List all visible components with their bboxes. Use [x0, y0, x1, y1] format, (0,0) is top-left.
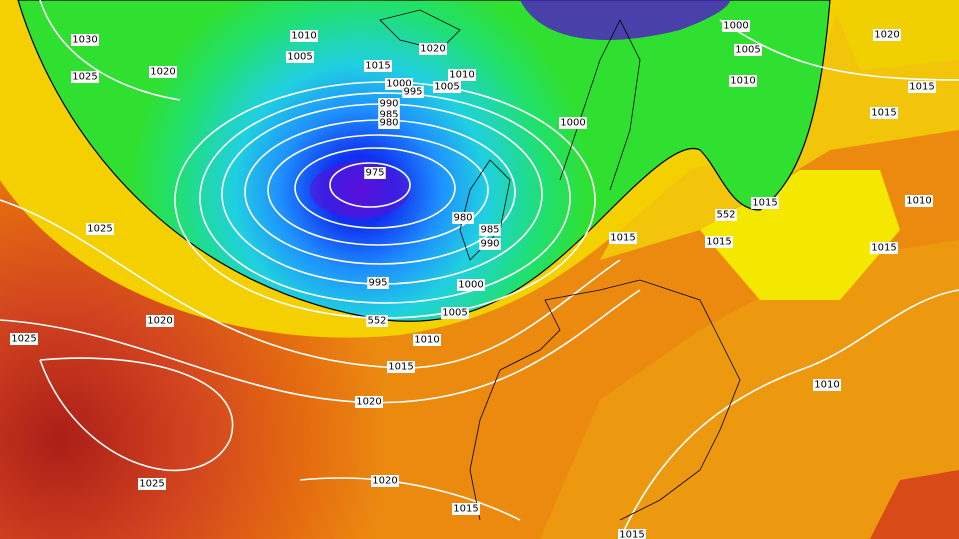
isobar-label: 1025	[11, 334, 36, 345]
label-background	[413, 334, 441, 346]
label-background	[364, 60, 392, 72]
label-background	[10, 333, 38, 345]
isobar-label: 990	[379, 99, 398, 110]
isobar-label: 1015	[706, 237, 731, 248]
label-background	[146, 315, 174, 327]
label-background	[448, 69, 476, 81]
isobar-label: 1000	[458, 280, 483, 291]
label-background	[905, 195, 933, 207]
label-background	[722, 20, 750, 32]
label-background	[618, 529, 646, 539]
isobar-label: 995	[403, 87, 422, 98]
label-background	[441, 307, 469, 319]
isobar-label: 1020	[150, 67, 175, 78]
isobar-label: 552	[367, 316, 386, 327]
label-background	[290, 30, 318, 42]
isobar-label: 1020	[420, 44, 445, 55]
label-background	[813, 379, 841, 391]
isobar-label: 980	[379, 118, 398, 129]
isobar-label: 995	[368, 278, 387, 289]
isobar-label: 1020	[372, 476, 397, 487]
isobar-label: 1025	[87, 224, 112, 235]
isobar-label: 1010	[291, 31, 316, 42]
isobar-label: 1005	[434, 82, 459, 93]
isobar-label: 1015	[871, 243, 896, 254]
label-background	[419, 43, 447, 55]
label-background	[479, 224, 501, 236]
label-background	[387, 361, 415, 373]
isobar-label: 985	[480, 225, 499, 236]
label-background	[149, 66, 177, 78]
label-background	[378, 117, 400, 129]
label-background	[729, 75, 757, 87]
label-background	[873, 29, 901, 41]
label-background	[715, 209, 737, 221]
label-background	[705, 236, 733, 248]
isobar-label: 1015	[365, 61, 390, 72]
label-background	[433, 81, 461, 93]
label-background	[366, 315, 388, 327]
label-background	[355, 396, 383, 408]
isobar-label: 1005	[442, 308, 467, 319]
isobar-label: 980	[453, 213, 472, 224]
label-background	[479, 238, 501, 250]
label-background	[452, 503, 480, 515]
isobar-label: 1025	[72, 72, 97, 83]
isobar-label: 1015	[871, 108, 896, 119]
isobar-label: 1015	[619, 530, 644, 539]
label-background	[751, 197, 779, 209]
isobar-label: 1000	[723, 21, 748, 32]
label-background	[71, 71, 99, 83]
label-background	[870, 107, 898, 119]
label-background	[402, 86, 424, 98]
label-background	[367, 277, 389, 289]
label-background	[734, 44, 762, 56]
isobar-label: 1015	[453, 504, 478, 515]
isobar-label: 975	[365, 168, 384, 179]
label-background	[457, 279, 485, 291]
isobar-label: 1000	[560, 118, 585, 129]
isobar-label: 1015	[909, 82, 934, 93]
label-background	[138, 478, 166, 490]
isobar-label: 1015	[610, 233, 635, 244]
label-background	[86, 223, 114, 235]
isobar-label: 1000	[386, 79, 411, 90]
isobar-label: 1010	[449, 70, 474, 81]
isobar-label: 1010	[906, 196, 931, 207]
isobar-label: 1010	[730, 76, 755, 87]
isobar-label: 1020	[874, 30, 899, 41]
label-background	[364, 167, 386, 179]
isobar-label: 1010	[414, 335, 439, 346]
isobar-label: 985	[379, 110, 398, 121]
label-background	[452, 212, 474, 224]
label-background	[371, 475, 399, 487]
isobar-label: 1010	[814, 380, 839, 391]
isobar-label: 1025	[139, 479, 164, 490]
isobar-label: 552	[716, 210, 735, 221]
isobar-label: 990	[480, 239, 499, 250]
label-background	[378, 98, 400, 110]
isobar-label: 1020	[147, 316, 172, 327]
isobar-label: 1030	[72, 35, 97, 46]
isobar-label: 1015	[752, 198, 777, 209]
label-background	[908, 81, 936, 93]
label-background	[609, 232, 637, 244]
isobar-label: 1015	[388, 362, 413, 373]
isobar-label: 1005	[287, 52, 312, 63]
label-background	[71, 34, 99, 46]
label-background	[286, 51, 314, 63]
label-background	[559, 117, 587, 129]
isobar-label: 1020	[356, 397, 381, 408]
label-background	[870, 242, 898, 254]
isobar-label: 1005	[735, 45, 760, 56]
